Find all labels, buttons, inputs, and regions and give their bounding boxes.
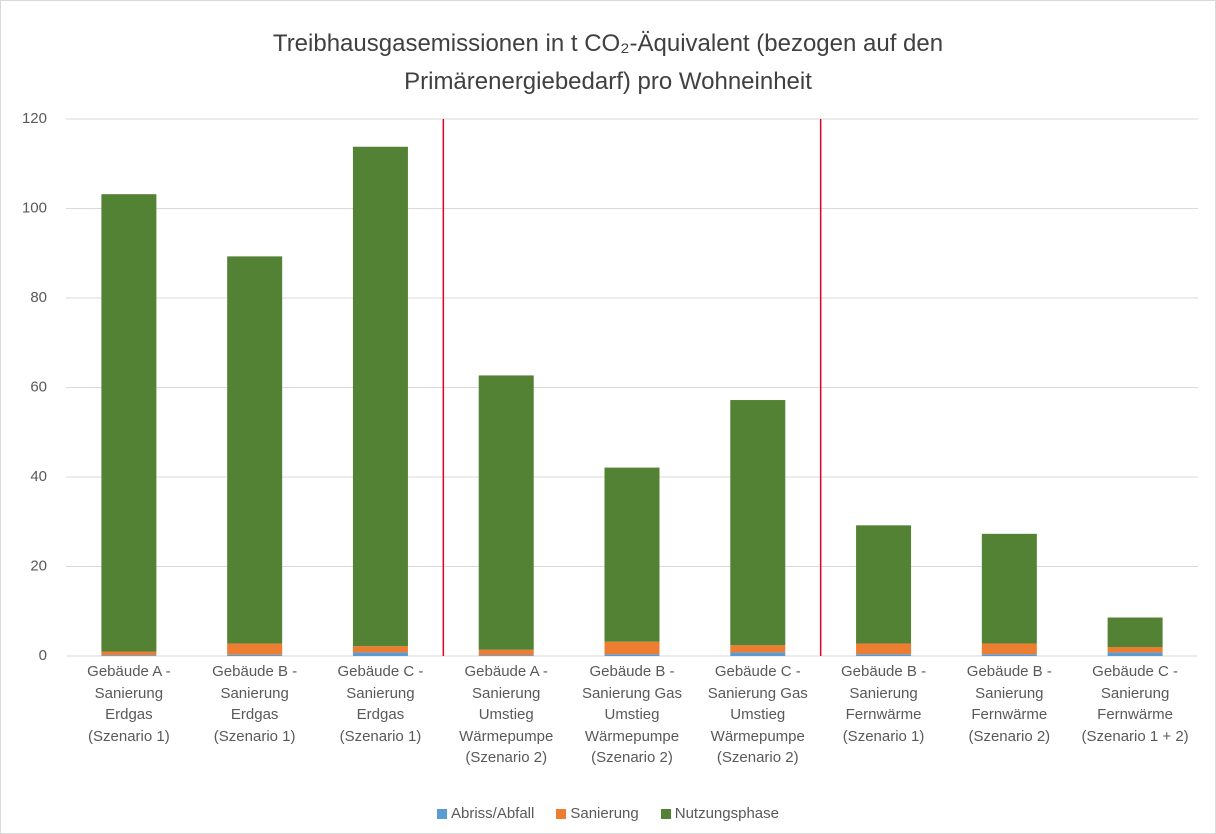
y-tick-label: 60 (30, 378, 47, 395)
bar-segment (478, 655, 534, 656)
bar-segment (730, 652, 786, 656)
bar-segment (101, 194, 157, 652)
bar-segment (101, 651, 157, 656)
bar-segment (981, 654, 1037, 656)
legend-label: Nutzungsphase (674, 805, 779, 822)
y-tick-label: 40 (30, 468, 47, 485)
x-tick-label: Gebäude C - Sanierung Fernwärme (Szenari… (1081, 663, 1189, 745)
bar-segment (981, 643, 1037, 655)
x-tick-label: Gebäude C - Sanierung Erdgas (Szenario 1… (337, 663, 424, 745)
x-tick-label: Gebäude B - Sanierung Fernwärme (Szenari… (966, 663, 1052, 745)
bar-segment (1107, 647, 1163, 653)
bar-segment (604, 654, 660, 656)
bar-segment (604, 641, 660, 655)
bar-segment (856, 643, 912, 655)
y-tick-label: 20 (30, 557, 47, 574)
bar-segment (478, 649, 534, 656)
bar-segment (352, 646, 408, 653)
legend-label: Abriss/Abfall (450, 805, 535, 822)
legend-label: Sanierung (570, 805, 639, 822)
x-tick-label: Gebäude B - Sanierung Fernwärme (Szenari… (841, 663, 927, 745)
bar-segment (227, 654, 283, 656)
bar-segment (981, 533, 1037, 644)
legend-item: Abriss/Abfall (436, 805, 535, 822)
bar-segment (730, 645, 786, 653)
x-tick-label: Gebäude C - Sanierung Gas Umstieg Wärmep… (707, 663, 808, 766)
bar-segment (856, 654, 912, 656)
legend-swatch (660, 808, 671, 819)
legend-item: Nutzungsphase (660, 805, 779, 822)
bar-segment (1107, 617, 1163, 648)
x-tick-label: Gebäude A - Sanierung Umstieg Wärmepumpe… (459, 663, 554, 766)
chart-title: Treibhausgasemissionen in t CO₂-Äquivale… (272, 30, 944, 95)
bar-segment (604, 467, 660, 642)
bar-segment (478, 375, 534, 650)
bar-segment (730, 400, 786, 646)
x-tick-label: Gebäude B - Sanierung Gas Umstieg Wärmep… (581, 663, 683, 766)
bar-segment (856, 525, 912, 644)
y-tick-label: 0 (39, 647, 47, 664)
bar-segment (227, 256, 283, 644)
y-tick-label: 120 (22, 110, 47, 127)
x-tick-label: Gebäude A - Sanierung Erdgas (Szenario 1… (87, 663, 171, 745)
legend-swatch (436, 808, 447, 819)
y-tick-label: 100 (22, 199, 47, 216)
bar-segment (101, 655, 157, 656)
legend: Abriss/Abfall Sanierung Nutzungsphase (1, 805, 1215, 822)
legend-item: Sanierung (556, 805, 639, 822)
legend-swatch (556, 808, 567, 819)
x-tick-label: Gebäude B - Sanierung Erdgas (Szenario 1… (212, 663, 298, 745)
bar-segment (352, 652, 408, 656)
bar-segment (227, 643, 283, 655)
bar-segment (1107, 652, 1163, 656)
bar-segment (352, 146, 408, 647)
y-tick-label: 80 (30, 289, 47, 306)
